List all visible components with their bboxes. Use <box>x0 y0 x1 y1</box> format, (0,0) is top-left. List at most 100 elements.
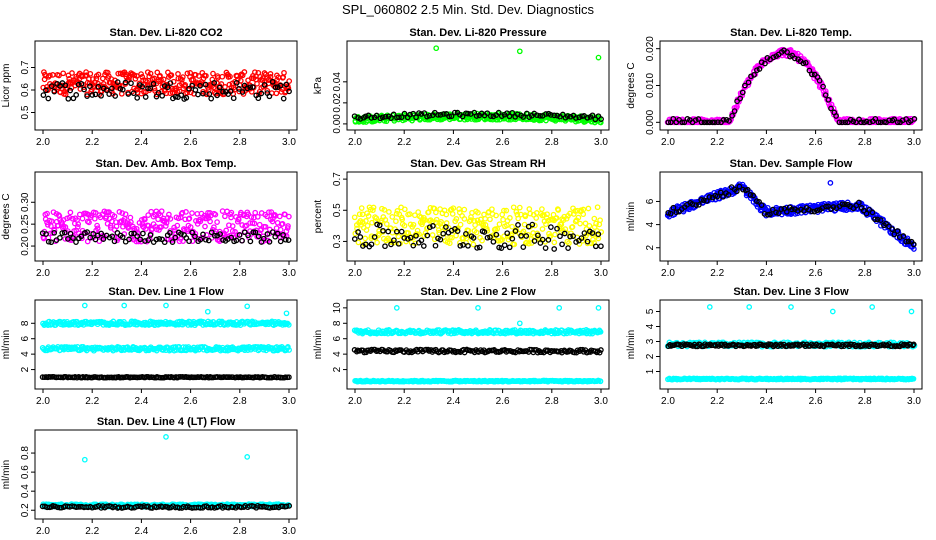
outlier-point <box>829 308 836 315</box>
point-selected <box>493 231 500 238</box>
point-selected <box>266 238 273 245</box>
point-all <box>56 72 62 79</box>
point-selected <box>167 230 173 236</box>
point-selected <box>470 235 477 241</box>
point-selected <box>457 242 464 249</box>
y-tick-label: 1 <box>645 368 656 374</box>
data-points <box>351 204 605 252</box>
point-selected <box>183 235 190 241</box>
panel-4: Stan. Dev. Amb. Box Temp.degrees C2.0 2.2… <box>1 158 298 279</box>
point-all <box>148 208 155 215</box>
x-tick-label: 3.0 <box>594 396 608 407</box>
point-all <box>186 215 193 222</box>
point-selected <box>784 49 790 55</box>
x-tick-label: 3.0 <box>594 137 608 148</box>
point-selected <box>100 236 107 242</box>
x-tick-label: 3.0 <box>907 137 921 148</box>
x-tick-label: 2.8 <box>233 526 247 537</box>
point-selected <box>418 237 425 244</box>
point-selected <box>374 221 380 228</box>
y-tick-label: 0.7 <box>20 60 31 74</box>
point-selected <box>853 119 859 126</box>
point-all <box>579 238 586 244</box>
point-selected <box>250 229 257 236</box>
point-selected <box>567 233 573 240</box>
point-all <box>520 228 527 235</box>
point-all <box>445 224 452 231</box>
point-selected <box>264 231 271 237</box>
point-all <box>386 209 392 215</box>
point-selected <box>140 230 146 237</box>
point-selected <box>520 244 527 250</box>
y-tick-label: 0.04 <box>332 72 343 92</box>
point-all <box>363 218 369 224</box>
point-selected <box>230 95 237 102</box>
point-all <box>487 216 493 223</box>
y-tick-label: 0.7 <box>332 172 343 186</box>
point-all <box>281 69 287 76</box>
point-selected <box>380 227 386 234</box>
point-selected <box>465 110 471 117</box>
point-selected <box>539 236 546 243</box>
point-selected <box>161 239 168 246</box>
point-all <box>168 72 175 78</box>
point-all <box>67 209 74 216</box>
point-all <box>552 231 558 238</box>
point-all <box>473 229 480 236</box>
point-all <box>189 210 195 216</box>
point-selected <box>67 87 74 94</box>
point-all <box>122 211 129 218</box>
point-selected <box>473 113 480 119</box>
point-selected <box>357 234 364 240</box>
point-selected <box>589 230 596 236</box>
point-all <box>74 224 81 230</box>
point-selected <box>147 85 154 92</box>
x-tick-label: 2.4 <box>759 137 773 148</box>
point-all <box>192 72 199 78</box>
point-selected <box>820 83 826 90</box>
point-selected <box>178 231 184 237</box>
point-all <box>214 219 220 225</box>
point-selected <box>413 232 419 239</box>
point-all <box>111 213 118 220</box>
point-all <box>245 211 252 218</box>
point-all <box>370 207 376 214</box>
point-all <box>147 70 154 77</box>
x-tick-label: 2.6 <box>184 137 198 148</box>
point-selected <box>391 237 397 244</box>
x-tick-label: 3.0 <box>282 396 296 407</box>
point-selected <box>272 84 279 91</box>
point-selected <box>142 238 148 244</box>
point-selected <box>283 81 290 88</box>
x-tick-label: 2.8 <box>545 396 559 407</box>
point-all <box>401 222 408 229</box>
point-selected <box>535 232 541 239</box>
point-all <box>62 224 69 230</box>
point-all <box>515 215 522 222</box>
point-all <box>254 80 260 87</box>
point-selected <box>706 119 713 126</box>
point-all <box>116 209 123 215</box>
point-selected <box>592 116 599 123</box>
x-tick-label: 2.2 <box>397 268 411 279</box>
outlier-point <box>244 303 251 310</box>
point-selected <box>57 234 63 241</box>
point-all <box>163 220 170 226</box>
point-all <box>381 207 388 213</box>
point-all <box>210 70 216 77</box>
point-all <box>575 214 582 221</box>
point-selected <box>509 235 516 242</box>
y-tick-label: 4 <box>332 351 343 357</box>
point-selected <box>451 109 458 116</box>
point-selected <box>67 230 74 237</box>
point-selected <box>45 238 52 245</box>
point-all <box>356 211 363 218</box>
point-selected <box>802 59 809 66</box>
point-selected <box>137 236 144 243</box>
point-selected <box>863 118 870 125</box>
point-selected <box>373 112 380 119</box>
point-selected <box>111 238 118 245</box>
x-tick-label: 2.8 <box>858 396 872 407</box>
